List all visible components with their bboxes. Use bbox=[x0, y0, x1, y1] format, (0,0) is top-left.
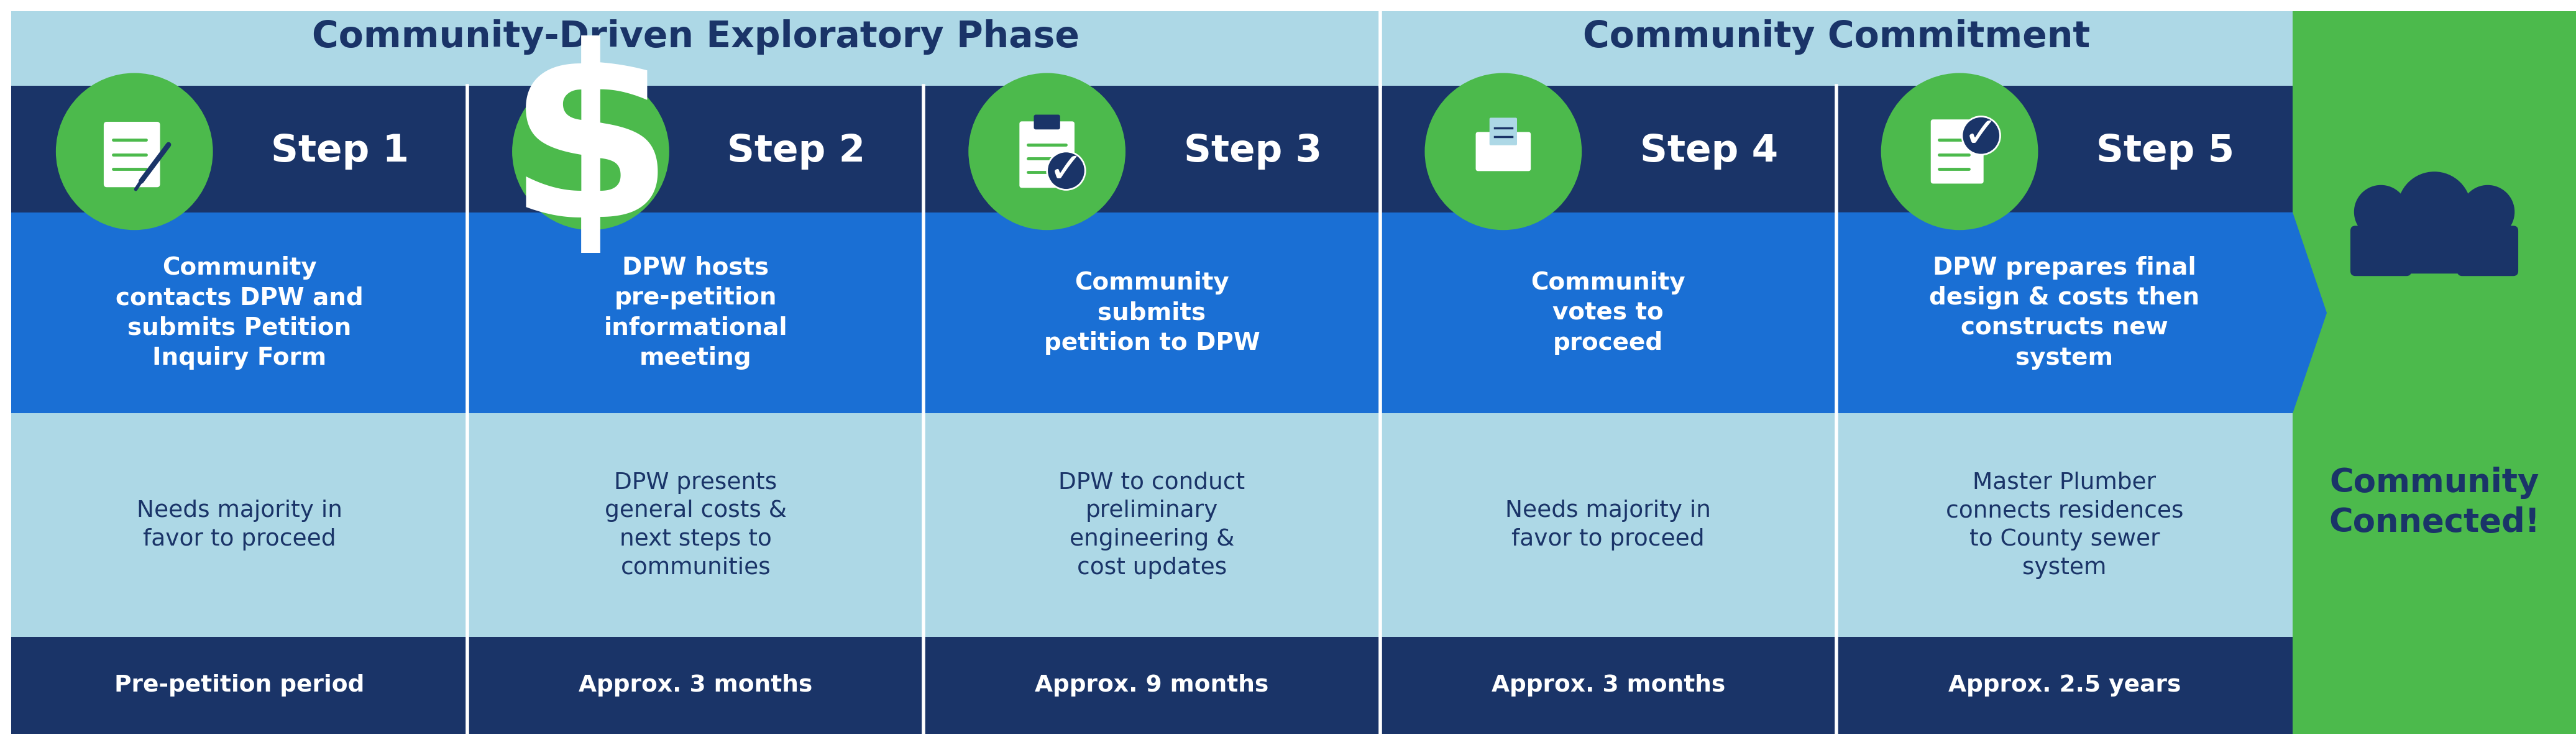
FancyBboxPatch shape bbox=[466, 86, 925, 212]
Text: ✓: ✓ bbox=[1048, 150, 1084, 191]
FancyBboxPatch shape bbox=[2458, 226, 2519, 276]
FancyBboxPatch shape bbox=[1381, 413, 1837, 637]
FancyBboxPatch shape bbox=[10, 212, 466, 413]
Circle shape bbox=[513, 73, 670, 230]
FancyBboxPatch shape bbox=[925, 413, 1381, 637]
Text: Approx. 2.5 years: Approx. 2.5 years bbox=[1947, 674, 2182, 697]
FancyBboxPatch shape bbox=[925, 86, 1381, 212]
Text: Community Commitment: Community Commitment bbox=[1582, 19, 2089, 55]
Text: Step 5: Step 5 bbox=[2097, 133, 2233, 170]
Circle shape bbox=[2398, 171, 2470, 245]
FancyBboxPatch shape bbox=[1837, 637, 2293, 734]
FancyBboxPatch shape bbox=[10, 86, 466, 212]
Text: Approx. 9 months: Approx. 9 months bbox=[1036, 674, 1270, 697]
FancyBboxPatch shape bbox=[466, 637, 925, 734]
Text: Community-Driven Exploratory Phase: Community-Driven Exploratory Phase bbox=[312, 19, 1079, 55]
Text: Step 4: Step 4 bbox=[1641, 133, 1777, 170]
FancyBboxPatch shape bbox=[1837, 413, 2293, 637]
FancyBboxPatch shape bbox=[1494, 140, 1512, 145]
Circle shape bbox=[969, 73, 1126, 230]
FancyBboxPatch shape bbox=[1033, 115, 1061, 130]
FancyBboxPatch shape bbox=[1489, 118, 1517, 145]
FancyBboxPatch shape bbox=[925, 637, 1381, 734]
FancyBboxPatch shape bbox=[2293, 11, 2576, 734]
Text: $: $ bbox=[507, 36, 675, 267]
Circle shape bbox=[2460, 185, 2514, 239]
Text: Community
submits
petition to DPW: Community submits petition to DPW bbox=[1043, 271, 1260, 355]
Text: DPW to conduct
preliminary
engineering &
cost updates: DPW to conduct preliminary engineering &… bbox=[1059, 472, 1244, 579]
Text: Pre-petition period: Pre-petition period bbox=[113, 674, 363, 697]
FancyBboxPatch shape bbox=[1381, 212, 1837, 413]
Circle shape bbox=[2354, 185, 2409, 239]
FancyBboxPatch shape bbox=[466, 413, 925, 637]
Circle shape bbox=[1880, 73, 2038, 230]
Text: Approx. 3 months: Approx. 3 months bbox=[580, 674, 811, 697]
Text: Master Plumber
connects residences
to County sewer
system: Master Plumber connects residences to Co… bbox=[1945, 472, 2184, 579]
FancyBboxPatch shape bbox=[103, 121, 160, 187]
Text: Community
Connected!: Community Connected! bbox=[2329, 466, 2540, 539]
FancyBboxPatch shape bbox=[1020, 121, 1074, 188]
FancyBboxPatch shape bbox=[1932, 119, 1984, 183]
FancyBboxPatch shape bbox=[1837, 86, 2293, 212]
Text: DPW prepares final
design & costs then
constructs new
system: DPW prepares final design & costs then c… bbox=[1929, 256, 2200, 370]
Text: Approx. 3 months: Approx. 3 months bbox=[1492, 674, 1726, 697]
Circle shape bbox=[1046, 151, 1084, 190]
Circle shape bbox=[1425, 73, 1582, 230]
FancyBboxPatch shape bbox=[10, 11, 2293, 734]
FancyBboxPatch shape bbox=[1381, 86, 1837, 212]
FancyBboxPatch shape bbox=[925, 212, 1381, 413]
FancyBboxPatch shape bbox=[2388, 206, 2481, 273]
Text: Step 2: Step 2 bbox=[726, 133, 866, 170]
Text: Needs majority in
favor to proceed: Needs majority in favor to proceed bbox=[137, 500, 343, 551]
Polygon shape bbox=[1837, 212, 2326, 413]
Text: Step 3: Step 3 bbox=[1185, 133, 1321, 170]
Text: Needs majority in
favor to proceed: Needs majority in favor to proceed bbox=[1504, 500, 1710, 551]
Circle shape bbox=[57, 73, 214, 230]
Circle shape bbox=[1963, 116, 1999, 155]
Text: Community
votes to
proceed: Community votes to proceed bbox=[1530, 271, 1685, 355]
FancyBboxPatch shape bbox=[10, 637, 466, 734]
FancyBboxPatch shape bbox=[10, 413, 466, 637]
Text: Step 1: Step 1 bbox=[270, 133, 410, 170]
FancyBboxPatch shape bbox=[1476, 132, 1530, 171]
Text: ✓: ✓ bbox=[1963, 115, 1999, 156]
FancyBboxPatch shape bbox=[2349, 226, 2411, 276]
FancyBboxPatch shape bbox=[1381, 637, 1837, 734]
Text: Community
contacts DPW and
submits Petition
Inquiry Form: Community contacts DPW and submits Petit… bbox=[116, 256, 363, 370]
Text: DPW presents
general costs &
next steps to
communities: DPW presents general costs & next steps … bbox=[605, 472, 786, 579]
FancyBboxPatch shape bbox=[466, 212, 925, 413]
Text: DPW hosts
pre-petition
informational
meeting: DPW hosts pre-petition informational mee… bbox=[603, 256, 788, 370]
